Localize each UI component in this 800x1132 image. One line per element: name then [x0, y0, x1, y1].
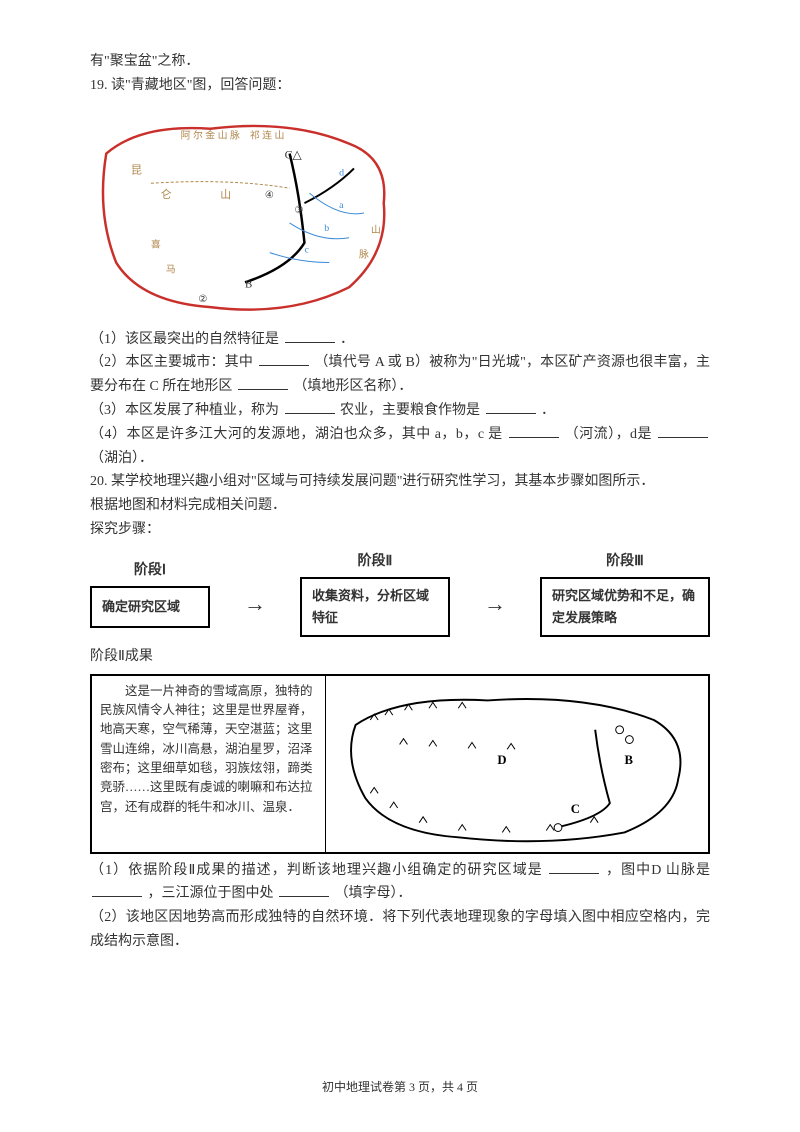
- label-3: ③: [295, 205, 304, 216]
- stage2-label: 阶段Ⅱ: [358, 550, 393, 574]
- q19-2-c: （填地形区名称）．: [293, 379, 412, 394]
- blank: [279, 883, 329, 897]
- label-D: D: [497, 753, 506, 767]
- road-map2: [556, 729, 610, 827]
- label-a: a: [339, 200, 344, 211]
- label-hima1: 喜: [151, 237, 161, 250]
- label-C: C△: [285, 147, 303, 161]
- arrow-2: →: [484, 585, 506, 622]
- q19-text: 读"青藏地区"图，回答问题：: [111, 78, 290, 93]
- label-mts: 脉: [359, 247, 369, 260]
- document-content: 有"聚宝盆"之称． 19. 读"青藏地区"图，回答问题： C△ 阿 尔 金 山 …: [90, 50, 710, 954]
- q19-3-b: 农业，主要粮食作物是: [340, 403, 480, 418]
- label-kunlun: 昆: [131, 163, 142, 176]
- label-c: c: [304, 244, 309, 255]
- q20b-1: （1）依据阶段Ⅱ成果的描述，判断该地理兴趣小组确定的研究区域是 ，图中D 山脉是…: [90, 859, 710, 907]
- q19-4-a: （4）本区是许多江大河的发源地，湖泊也众多，其中 a，b，c 是: [90, 427, 503, 442]
- river-b: [290, 223, 349, 239]
- result-label: 阶段Ⅱ成果: [90, 645, 710, 669]
- q19-1: （1）该区最突出的自然特征是 ．: [90, 328, 710, 352]
- stage1-label: 阶段Ⅰ: [134, 559, 166, 583]
- stage3-box: 研究区域优势和不足，确定发展策略: [540, 577, 710, 637]
- map-outline: [103, 126, 384, 310]
- page-footer: 初中地理试卷第 3 页，共 4 页: [0, 1077, 800, 1097]
- blank: [92, 883, 142, 897]
- label-B: B: [245, 278, 252, 290]
- city3: [554, 823, 562, 831]
- blank: [549, 860, 599, 874]
- label-2: ②: [198, 294, 207, 305]
- q20-text: 某学校地理兴趣小组对"区域与可持续发展问题"进行研究性学习，其基本步骤如图所示．: [111, 474, 654, 489]
- road-2: [304, 168, 354, 203]
- q20-line3: 探究步骤：: [90, 518, 710, 542]
- label-mt-top: 阿 尔 金 山 脉 祁 连 山: [181, 128, 285, 141]
- q19-num: 19.: [90, 78, 108, 93]
- q20-intro: 20. 某学校地理兴趣小组对"区域与可持续发展问题"进行研究性学习，其基本步骤如…: [90, 470, 710, 494]
- q20b-2: （2）该地区因地势高而形成独特的自然环境．将下列代表地理现象的字母填入图中相应空…: [90, 906, 710, 954]
- q19-title: 19. 读"青藏地区"图，回答问题：: [90, 74, 710, 98]
- map-qinghai-tibet: C△ 阿 尔 金 山 脉 祁 连 山 昆 仑 山 B ④ ③ ② a b c d…: [90, 103, 400, 323]
- label-C2: C: [571, 801, 580, 815]
- label-mts2: 山: [371, 223, 381, 235]
- label-B2: B: [625, 753, 634, 767]
- city2: [626, 735, 634, 743]
- mountain-marks: [370, 702, 598, 832]
- q19-1-a: （1）该区最突出的自然特征是: [90, 332, 279, 347]
- map2-svg: D B C: [326, 676, 708, 852]
- q20b-1-c: ，三江源位于图中处: [148, 886, 274, 901]
- map1-svg: C△ 阿 尔 金 山 脉 祁 连 山 昆 仑 山 B ④ ③ ② a b c d…: [91, 104, 399, 322]
- blank: [285, 400, 335, 414]
- q19-4: （4）本区是许多江大河的发源地，湖泊也众多，其中 a，b，c 是 （河流），d是…: [90, 423, 710, 471]
- label-kunlun3: 山: [220, 188, 231, 201]
- result-box: 这是一片神奇的雪域高原，独特的民族风情令人神往；这里是世界屋脊，地高天寒，空气稀…: [90, 674, 710, 854]
- map2-outline: [351, 699, 680, 841]
- label-4: ④: [265, 190, 274, 201]
- q19-2: （2）本区主要城市：其中 （填代号 A 或 B）被称为"日光城"，本区矿产资源也…: [90, 351, 710, 399]
- blank: [486, 400, 536, 414]
- q19-1-b: ．: [340, 332, 354, 347]
- stage2-box: 收集资料，分析区域特征: [300, 577, 450, 637]
- q20b-1-a: （1）依据阶段Ⅱ成果的描述，判断该地理兴趣小组确定的研究区域是: [90, 863, 543, 878]
- blank: [658, 424, 708, 438]
- q20-num: 20.: [90, 474, 108, 489]
- city1: [616, 725, 624, 733]
- intro-line1: 有"聚宝盆"之称．: [90, 50, 710, 74]
- q19-4-c: （湖泊）．: [90, 451, 153, 466]
- q19-2-a: （2）本区主要城市：其中: [90, 355, 253, 370]
- blank: [238, 376, 288, 390]
- blank: [509, 424, 559, 438]
- q20b-1-b: ，图中D 山脉是: [606, 863, 710, 878]
- stage1-box: 确定研究区域: [90, 586, 210, 628]
- river-c: [270, 252, 329, 262]
- q19-3: （3）本区发展了种植业，称为 农业，主要粮食作物是 ．: [90, 399, 710, 423]
- q20-line2: 根据地图和材料完成相关问题．: [90, 494, 710, 518]
- label-hima2: 马: [166, 263, 176, 275]
- result-map: D B C: [326, 676, 708, 852]
- kunlun-mt: [151, 181, 290, 188]
- flowchart: 阶段Ⅰ 确定研究区域 → 阶段Ⅱ 收集资料，分析区域特征 → 阶段Ⅲ 研究区域优…: [90, 550, 710, 637]
- q20b-1-d: （填字母）．: [335, 886, 412, 901]
- q19-4-b: （河流），d是: [565, 427, 652, 442]
- road-1: [245, 153, 304, 282]
- q19-3-c: ．: [541, 403, 555, 418]
- stage-2: 阶段Ⅱ 收集资料，分析区域特征: [300, 550, 450, 637]
- stage3-label: 阶段Ⅲ: [606, 550, 644, 574]
- label-d: d: [339, 167, 344, 178]
- stage-1: 阶段Ⅰ 确定研究区域: [90, 559, 210, 628]
- q19-3-a: （3）本区发展了种植业，称为: [90, 403, 279, 418]
- label-b: b: [324, 222, 329, 233]
- arrow-1: →: [244, 585, 266, 622]
- label-kunlun2: 仑: [161, 187, 172, 201]
- blank: [285, 329, 335, 343]
- result-text: 这是一片神奇的雪域高原，独特的民族风情令人神往；这里是世界屋脊，地高天寒，空气稀…: [92, 676, 326, 852]
- stage-3: 阶段Ⅲ 研究区域优势和不足，确定发展策略: [540, 550, 710, 637]
- blank: [259, 352, 309, 366]
